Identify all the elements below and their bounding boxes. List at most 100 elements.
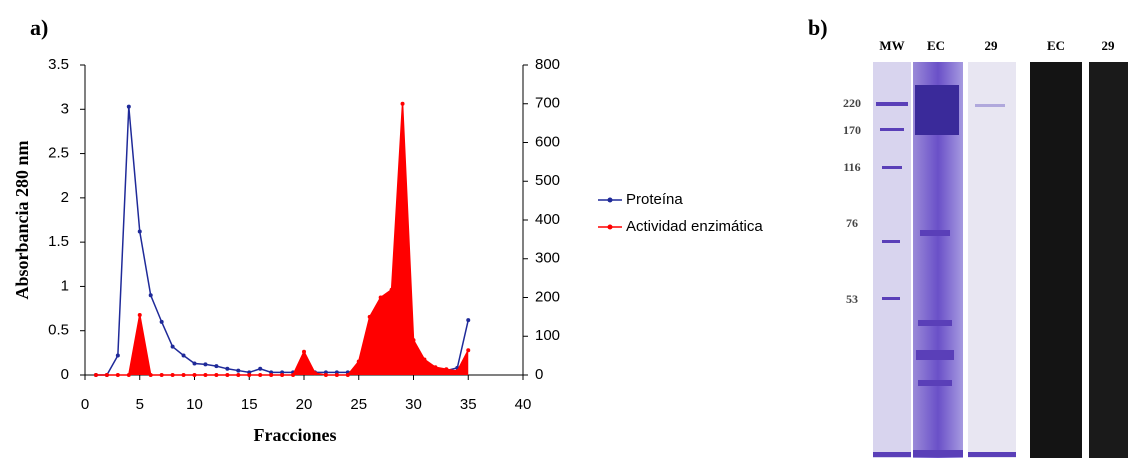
x-tick-label: 30 (405, 396, 422, 413)
point (116, 354, 120, 358)
panel-label: b) (808, 15, 828, 40)
x-tick-label: 0 (81, 396, 89, 413)
figure: a) Fracciones Absorbancia 280 nm b) 0 0.5… (0, 0, 1128, 459)
point (149, 293, 153, 297)
panel-label: a) (30, 15, 48, 40)
point (466, 318, 470, 322)
point (379, 296, 383, 300)
y-tick-label: 3.5 (48, 56, 69, 73)
legend-label: Actividad enzimática (626, 218, 763, 235)
point (116, 373, 120, 377)
point (127, 373, 131, 377)
point (412, 338, 416, 342)
point (357, 359, 361, 363)
legend-swatch (608, 198, 613, 203)
y2-tick-label: 100 (535, 327, 560, 344)
marker-label: 116 (843, 160, 860, 174)
point (214, 373, 218, 377)
y2-tick-label: 500 (535, 172, 560, 189)
point (258, 367, 262, 371)
point (225, 367, 229, 371)
lane-label: 29 (1102, 38, 1116, 53)
point (247, 373, 251, 377)
y-axis-title: Absorbancia 280 nm (12, 140, 32, 299)
point (324, 373, 328, 377)
point (466, 348, 470, 352)
point (422, 358, 426, 362)
point (455, 369, 459, 373)
x-tick-label: 15 (241, 396, 258, 413)
point (193, 361, 197, 365)
point (390, 288, 394, 292)
point (203, 362, 207, 366)
point (258, 373, 262, 377)
point (160, 373, 164, 377)
y-tick-label: 2 (61, 189, 69, 206)
point (433, 365, 437, 369)
point (138, 230, 142, 234)
point (193, 373, 197, 377)
x-tick-label: 40 (515, 396, 532, 413)
marker-label: 170 (843, 123, 861, 137)
lane (873, 62, 911, 458)
lane (968, 62, 1016, 458)
point (203, 373, 207, 377)
y-tick-label: 3 (61, 100, 69, 117)
legend-label: Proteína (626, 191, 683, 208)
y2-tick-label: 800 (535, 56, 560, 73)
point (291, 373, 295, 377)
marker-label: 53 (846, 292, 858, 306)
area-fill (96, 104, 468, 375)
page: a) Fracciones Absorbancia 280 nm b) 0 0.5… (0, 0, 1128, 464)
point (368, 315, 372, 319)
point (160, 320, 164, 324)
point (127, 105, 131, 109)
point (236, 373, 240, 377)
x-tick-label: 25 (350, 396, 367, 413)
x-tick-label: 20 (296, 396, 313, 413)
lane (1030, 62, 1082, 458)
point (94, 373, 98, 377)
point (225, 373, 229, 377)
point (138, 313, 142, 317)
y2-tick-label: 300 (535, 250, 560, 267)
point (236, 369, 240, 373)
point (182, 373, 186, 377)
point (346, 373, 350, 377)
marker-label: 220 (843, 96, 861, 110)
point (335, 373, 339, 377)
x-axis-title: Fracciones (254, 425, 337, 445)
lane (1089, 62, 1128, 458)
y-tick-label: 2.5 (48, 145, 69, 162)
x-tick-label: 10 (186, 396, 203, 413)
point (269, 373, 273, 377)
marker-label: 76 (846, 216, 858, 230)
y-tick-label: 1.5 (48, 233, 69, 250)
lane-label: EC (1047, 38, 1065, 53)
point (171, 345, 175, 349)
point (313, 371, 317, 375)
y2-tick-label: 0 (535, 366, 543, 383)
point (214, 364, 218, 368)
y2-tick-label: 400 (535, 211, 560, 228)
point (182, 354, 186, 358)
y-tick-label: 0 (61, 366, 69, 383)
x-tick-label: 5 (136, 396, 144, 413)
point (401, 102, 405, 106)
legend-swatch (608, 225, 613, 230)
y-tick-label: 0.5 (48, 322, 69, 339)
point (302, 350, 306, 354)
point (149, 373, 153, 377)
lane-label: MW (879, 38, 904, 53)
point (444, 367, 448, 371)
point (105, 373, 109, 377)
point (280, 373, 284, 377)
gel-image: b) (808, 15, 1128, 458)
lane-label: EC (927, 38, 945, 53)
y2-tick-label: 200 (535, 288, 560, 305)
y2-tick-label: 600 (535, 133, 560, 150)
y-tick-label: 1 (61, 277, 69, 294)
x-tick-label: 35 (460, 396, 477, 413)
y2-tick-label: 700 (535, 95, 560, 112)
point (171, 373, 175, 377)
